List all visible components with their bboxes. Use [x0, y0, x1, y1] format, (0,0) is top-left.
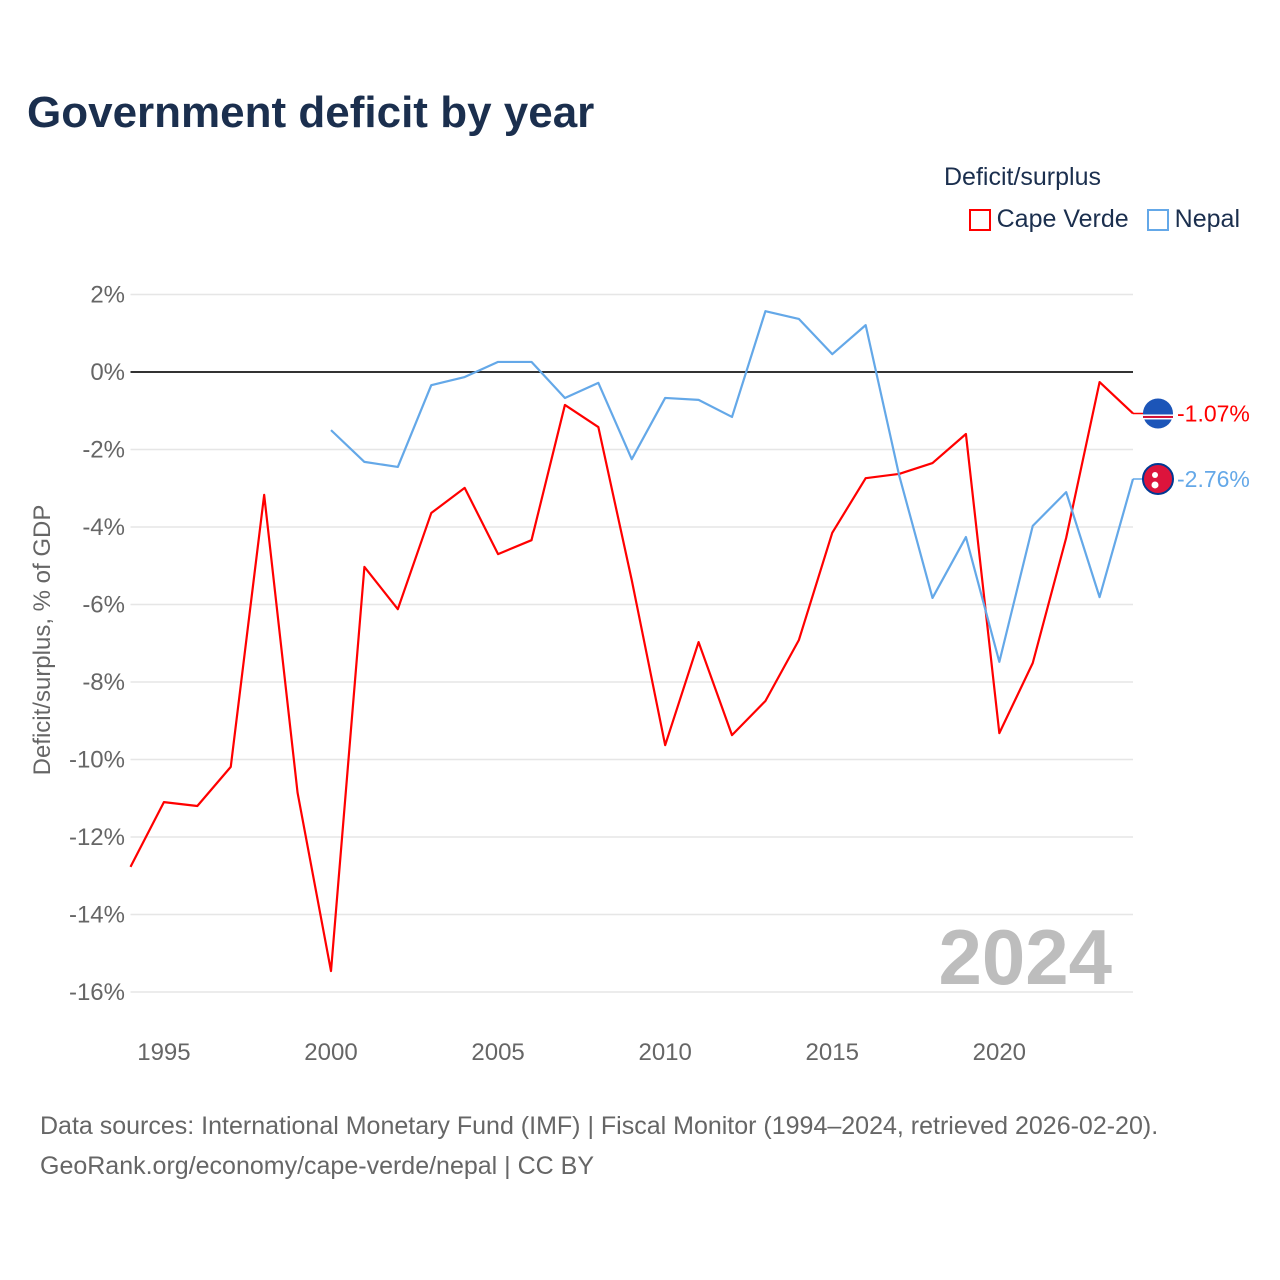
end-value-label: -1.07% — [1177, 400, 1250, 426]
legend-item-cape-verde[interactable]: Cape Verde — [968, 205, 1129, 234]
y-tick-label: -12% — [69, 824, 125, 851]
y-tick-label: -8% — [82, 669, 125, 696]
x-tick-label: 2015 — [806, 1039, 859, 1066]
series-line-cape-verde — [129, 380, 1134, 973]
y-tick-label: -4% — [82, 514, 125, 541]
source-note: Data sources: International Monetary Fun… — [40, 1106, 1158, 1186]
legend-swatch-cape-verde — [968, 208, 991, 231]
y-tick-label: -2% — [82, 437, 125, 464]
y-tick-label: -14% — [69, 902, 125, 929]
series-line-nepal — [330, 310, 1135, 663]
y-tick-label: -16% — [69, 979, 125, 1006]
year-watermark: 2024 — [938, 913, 1112, 1001]
y-tick-label: -10% — [69, 747, 125, 774]
legend-label: Cape Verde — [996, 205, 1129, 233]
end-value-label: -2.76% — [1177, 466, 1250, 492]
legend: Cape Verde Nepal — [968, 205, 1240, 234]
flag-stripe — [1143, 415, 1173, 418]
y-tick-label: -6% — [82, 592, 125, 619]
flag-nepal-icon — [1142, 462, 1174, 495]
y-axis-label: Deficit/surplus, % of GDP — [29, 505, 56, 776]
source-line-1: Data sources: International Monetary Fun… — [40, 1112, 1159, 1140]
legend-swatch-nepal — [1146, 208, 1169, 231]
x-tick-label: 2020 — [973, 1039, 1026, 1066]
legend-title: Deficit/surplus — [944, 163, 1101, 191]
legend-label: Nepal — [1174, 205, 1240, 233]
x-tick-label: 2010 — [638, 1039, 691, 1066]
source-line-2: GeoRank.org/economy/cape-verde/nepal | C… — [40, 1152, 595, 1180]
y-tick-label: 2% — [90, 282, 125, 309]
y-tick-label: 0% — [90, 359, 125, 386]
legend-item-nepal[interactable]: Nepal — [1146, 205, 1240, 234]
x-tick-label: 2000 — [304, 1039, 357, 1066]
x-tick-label: 2005 — [471, 1039, 524, 1066]
x-tick-label: 1995 — [137, 1039, 190, 1066]
flag-sun — [1151, 481, 1159, 489]
flag-moon — [1152, 471, 1158, 478]
chart-title: Government deficit by year — [27, 88, 595, 137]
flag-cape-verde-icon — [1143, 398, 1173, 429]
